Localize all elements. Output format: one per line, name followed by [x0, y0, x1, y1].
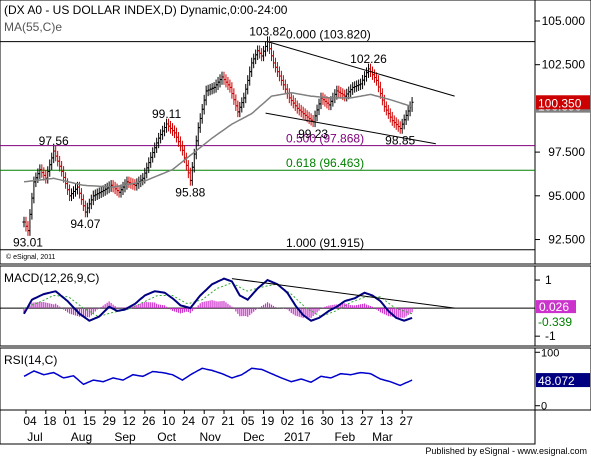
date-tick-label: 02 [281, 414, 295, 428]
macd-trendline [231, 278, 455, 309]
rsi-panel [0, 347, 536, 411]
price-label: 94.07 [70, 217, 100, 231]
lower-trendline [265, 112, 436, 145]
month-tick-label: Feb [334, 430, 355, 444]
month-tick-label: Aug [71, 430, 92, 444]
date-tick-label: 19 [261, 414, 275, 428]
date-tick-label: 12 [122, 414, 136, 428]
month-tick-label: Nov [200, 430, 221, 444]
date-tick-label: 05 [241, 414, 255, 428]
date-tick-label: 16 [301, 414, 315, 428]
date-axis [0, 409, 536, 445]
month-tick-label: Mar [372, 430, 393, 444]
fib-label: 1.000 (91.915) [286, 236, 364, 250]
price-tick-label: 105.000 [542, 14, 586, 28]
rsi-tick-label: 0 [541, 401, 547, 413]
date-tick-label: 24 [182, 414, 196, 428]
macd-line [23, 277, 413, 322]
price-label: 99.11 [152, 107, 181, 121]
date-tick-label: 13 [340, 414, 354, 428]
price-label: 99.23 [298, 127, 328, 141]
date-tick-label: 30 [320, 414, 334, 428]
price-label: 97.56 [39, 134, 69, 148]
macd-tick-label: 1 [545, 273, 552, 287]
ma-line [23, 91, 413, 188]
date-tick-label: 27 [400, 414, 414, 428]
rsi-line [23, 367, 413, 387]
price-tick-label: 92.500 [548, 233, 585, 247]
price-tick-label: 97.500 [548, 145, 585, 159]
month-tick-label: Oct [157, 430, 176, 444]
macd-tick-label: -1 [545, 329, 556, 343]
signal-value-tag [536, 315, 576, 329]
copyright-text: © eSignal, 2011 [6, 253, 56, 261]
price-tick-label: 95.000 [548, 189, 585, 203]
rsi-label: RSI(14,C) [4, 353, 57, 367]
date-tick-label: 01 [63, 414, 77, 428]
rsi-tick-label: 100 [541, 347, 559, 359]
price-label: 102.26 [350, 52, 387, 66]
macd-value-tag [536, 300, 576, 314]
fib-label: 0.618 (96.463) [286, 156, 364, 170]
month-tick-label: 2017 [284, 430, 311, 444]
date-tick-label: 07 [202, 414, 216, 428]
price-label: 98.85 [385, 134, 415, 148]
ma-label: MA(55,C)e [4, 20, 62, 34]
macd-value-label: 0.026 [539, 300, 569, 314]
date-tick-label: 26 [142, 414, 156, 428]
date-tick-label: 29 [103, 414, 117, 428]
month-tick-label: Dec [243, 430, 264, 444]
date-tick-label: 10 [162, 414, 176, 428]
date-tick-label: 18 [43, 414, 57, 428]
signal-value-label: -0.339 [538, 315, 572, 329]
date-tick-label: 04 [23, 414, 37, 428]
macd-label: MACD(12,26,9,C) [4, 271, 99, 285]
rsi-value-label: 48.072 [538, 374, 575, 388]
month-tick-label: Sep [114, 430, 136, 444]
date-tick-label: 13 [380, 414, 394, 428]
macd-signal-line [23, 282, 413, 318]
price-label: 93.01 [13, 236, 43, 250]
upper-trendline [267, 41, 455, 97]
price-label: 95.88 [175, 185, 205, 199]
rsi-value-tag [536, 373, 590, 388]
last-price-tag [536, 95, 590, 110]
publisher-text: Published by eSignal - www.esignal.com [425, 446, 587, 456]
fib-label: 0.000 (103.820) [286, 28, 371, 42]
month-tick-label: Jul [27, 430, 42, 444]
price-axis [534, 0, 591, 265]
last-price-label: 100.350 [538, 96, 582, 110]
fib-label: 0.500 (97.868) [286, 132, 364, 146]
date-tick-label: 27 [360, 414, 374, 428]
price-tick-label: 102.500 [542, 58, 586, 72]
date-tick-label: 21 [221, 414, 235, 428]
price-label: 103.82 [249, 25, 286, 39]
date-tick-label: 15 [83, 414, 97, 428]
chart-title: (DX A0 - US DOLLAR INDEX,D) Dynamic,0:00… [4, 3, 288, 17]
